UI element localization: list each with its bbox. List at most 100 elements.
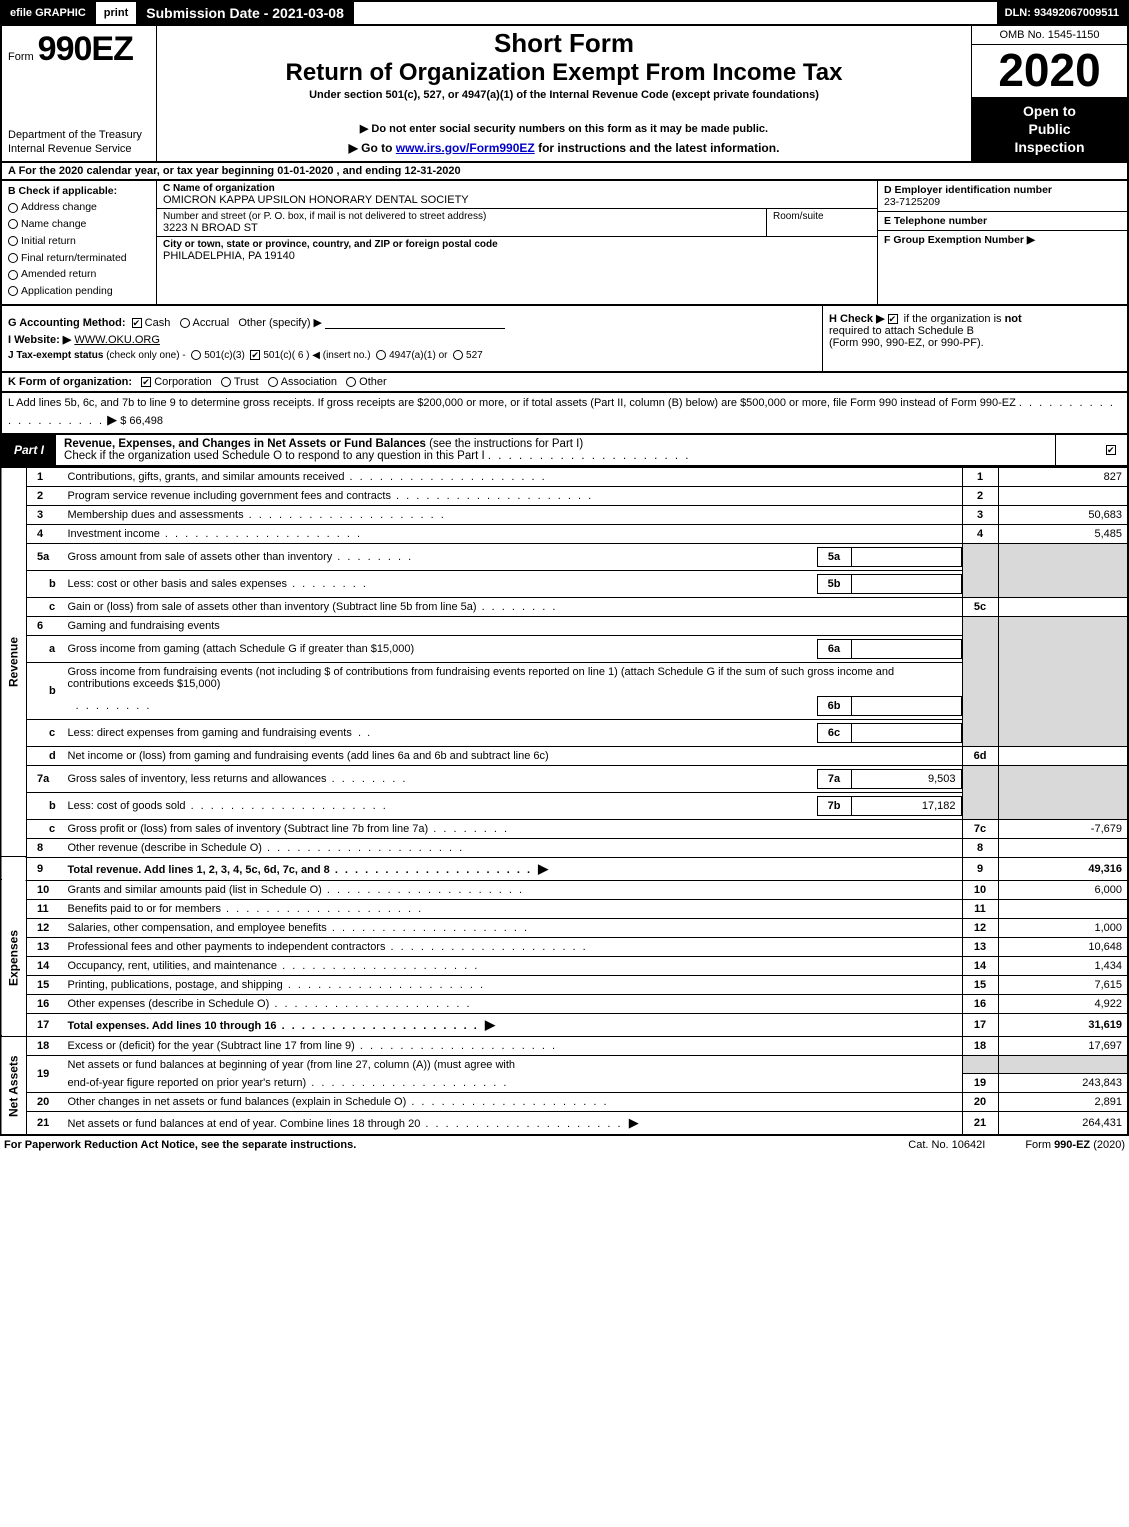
row-j-tax-exempt: J Tax-exempt status (check only one) - 5…	[8, 350, 816, 361]
city-value: PHILADELPHIA, PA 19140	[163, 250, 871, 262]
page-footer: For Paperwork Reduction Act Notice, see …	[0, 1136, 1129, 1151]
chk-amended-return[interactable]: Amended return	[8, 267, 150, 283]
line-14-amount: 1,434	[998, 956, 1128, 975]
chk-name-change[interactable]: Name change	[8, 217, 150, 233]
line-3-amount: 50,683	[998, 505, 1128, 524]
inspection-label: Open to Public Inspection	[972, 98, 1127, 161]
dln-label: DLN: 93492067009511	[997, 2, 1127, 24]
chk-accrual[interactable]	[180, 318, 190, 328]
chk-4947[interactable]	[376, 350, 386, 360]
chk-schedule-o-used[interactable]	[1106, 445, 1116, 455]
line-2-amount	[998, 486, 1128, 505]
form-page-ref: Form 990-EZ (2020)	[1025, 1139, 1125, 1151]
paperwork-notice: For Paperwork Reduction Act Notice, see …	[4, 1139, 356, 1151]
part-1-tab: Part I	[2, 435, 56, 465]
row-k-org-form: K Form of organization: Corporation Trus…	[0, 373, 1129, 393]
line-18-amount: 17,697	[998, 1036, 1128, 1055]
line-12-amount: 1,000	[998, 918, 1128, 937]
line-4-amount: 5,485	[998, 524, 1128, 543]
line-21-amount: 264,431	[998, 1112, 1128, 1136]
part-1-subtitle: Check if the organization used Schedule …	[64, 450, 485, 462]
line-18: Net Assets 18 Excess or (deficit) for th…	[1, 1036, 1128, 1055]
line-5c-amount	[998, 597, 1128, 616]
chk-final-return[interactable]: Final return/terminated	[8, 251, 150, 267]
line-17: 17 Total expenses. Add lines 10 through …	[1, 1013, 1128, 1036]
line-19a: 19 Net assets or fund balances at beginn…	[1, 1055, 1128, 1074]
line-8: 8 Other revenue (describe in Schedule O)…	[1, 838, 1128, 857]
line-6b-value	[851, 696, 961, 715]
chk-schedule-b-not-required[interactable]	[888, 314, 898, 324]
part-1-title: Revenue, Expenses, and Changes in Net As…	[64, 438, 426, 450]
chk-501c[interactable]	[250, 350, 260, 360]
line-7b: b Less: cost of goods sold 7b 17,182	[1, 792, 1128, 819]
line-8-amount	[998, 838, 1128, 857]
website-value[interactable]: WWW.OKU.ORG	[74, 334, 160, 346]
line-7b-value: 17,182	[851, 796, 961, 815]
line-1-amount: 827	[998, 467, 1128, 486]
row-g-accounting: G Accounting Method: Cash Accrual Other …	[8, 316, 816, 329]
revenue-section-label: Revenue	[1, 467, 27, 857]
line-19-amount: 243,843	[998, 1074, 1128, 1093]
chk-address-change[interactable]: Address change	[8, 200, 150, 216]
row-a-tax-year: A For the 2020 calendar year, or tax yea…	[0, 163, 1129, 181]
chk-association[interactable]	[268, 377, 278, 387]
form-header: Form 990EZ Department of the Treasury In…	[0, 24, 1129, 163]
chk-cash[interactable]	[132, 318, 142, 328]
line-16-amount: 4,922	[998, 994, 1128, 1013]
form-title-1: Short Form	[167, 28, 961, 59]
irs-link[interactable]: www.irs.gov/Form990EZ	[396, 141, 535, 155]
group-exemption-label: F Group Exemption Number ▶	[884, 234, 1035, 246]
phone-label: E Telephone number	[884, 215, 1121, 227]
org-name-label: C Name of organization	[163, 183, 871, 194]
omb-number: OMB No. 1545-1150	[972, 26, 1127, 45]
chk-initial-return[interactable]: Initial return	[8, 234, 150, 250]
entity-block: B Check if applicable: Address change Na…	[0, 181, 1129, 306]
line-19b: end-of-year figure reported on prior yea…	[1, 1074, 1128, 1093]
suite-label: Room/suite	[773, 211, 871, 222]
line-6: 6 Gaming and fundraising events	[1, 616, 1128, 635]
line-6a-value	[851, 639, 961, 658]
line-10: Expenses 10 Grants and similar amounts p…	[1, 880, 1128, 899]
org-name: OMICRON KAPPA UPSILON HONORARY DENTAL SO…	[163, 194, 871, 206]
top-bar: efile GRAPHIC print Submission Date - 20…	[0, 0, 1129, 24]
column-de: D Employer identification number 23-7125…	[877, 181, 1127, 304]
line-1: Revenue 1 Contributions, gifts, grants, …	[1, 467, 1128, 486]
line-7c: c Gross profit or (loss) from sales of i…	[1, 819, 1128, 838]
chk-application-pending[interactable]: Application pending	[8, 284, 150, 300]
line-6b-2: 6b	[1, 693, 1128, 720]
street-label: Number and street (or P. O. box, if mail…	[163, 211, 760, 222]
chk-corporation[interactable]	[141, 377, 151, 387]
line-6d-amount	[998, 746, 1128, 765]
chk-501c3[interactable]	[191, 350, 201, 360]
gross-receipts-amount: $ 66,498	[120, 415, 163, 427]
line-9: 9 Total revenue. Add lines 1, 2, 3, 4, 5…	[1, 857, 1128, 880]
line-13-amount: 10,648	[998, 937, 1128, 956]
ein-value: 23-7125209	[884, 196, 1121, 208]
line-9-amount: 49,316	[998, 857, 1128, 880]
line-11: 11 Benefits paid to or for members 11	[1, 899, 1128, 918]
chk-trust[interactable]	[221, 377, 231, 387]
line-14: 14 Occupancy, rent, utilities, and maint…	[1, 956, 1128, 975]
chk-other-org[interactable]	[346, 377, 356, 387]
street-value: 3223 N BROAD ST	[163, 222, 760, 234]
tax-year: 2020	[972, 45, 1127, 98]
line-6b-1: b Gross income from fundraising events (…	[1, 662, 1128, 693]
line-7a: 7a Gross sales of inventory, less return…	[1, 765, 1128, 792]
print-button[interactable]: print	[96, 2, 138, 24]
line-6c-value	[851, 723, 961, 742]
chk-527[interactable]	[453, 350, 463, 360]
department-label: Department of the Treasury Internal Reve…	[8, 128, 150, 157]
line-5c: c Gain or (loss) from sale of assets oth…	[1, 597, 1128, 616]
part-1-table: Revenue 1 Contributions, gifts, grants, …	[0, 467, 1129, 1137]
line-17-amount: 31,619	[998, 1013, 1128, 1036]
netassets-section-label: Net Assets	[1, 1036, 27, 1135]
catalog-number: Cat. No. 10642I	[908, 1139, 985, 1151]
form-warning: ▶ Do not enter social security numbers o…	[167, 122, 961, 135]
form-title-2: Return of Organization Exempt From Incom…	[167, 59, 961, 87]
expenses-section-label: Expenses	[1, 880, 27, 1036]
line-21: 21 Net assets or fund balances at end of…	[1, 1112, 1128, 1136]
row-i-website: I Website: ▶ WWW.OKU.ORG	[8, 333, 816, 346]
form-link-line: ▶ Go to www.irs.gov/Form990EZ for instru…	[167, 141, 961, 155]
line-2: 2 Program service revenue including gove…	[1, 486, 1128, 505]
line-15-amount: 7,615	[998, 975, 1128, 994]
